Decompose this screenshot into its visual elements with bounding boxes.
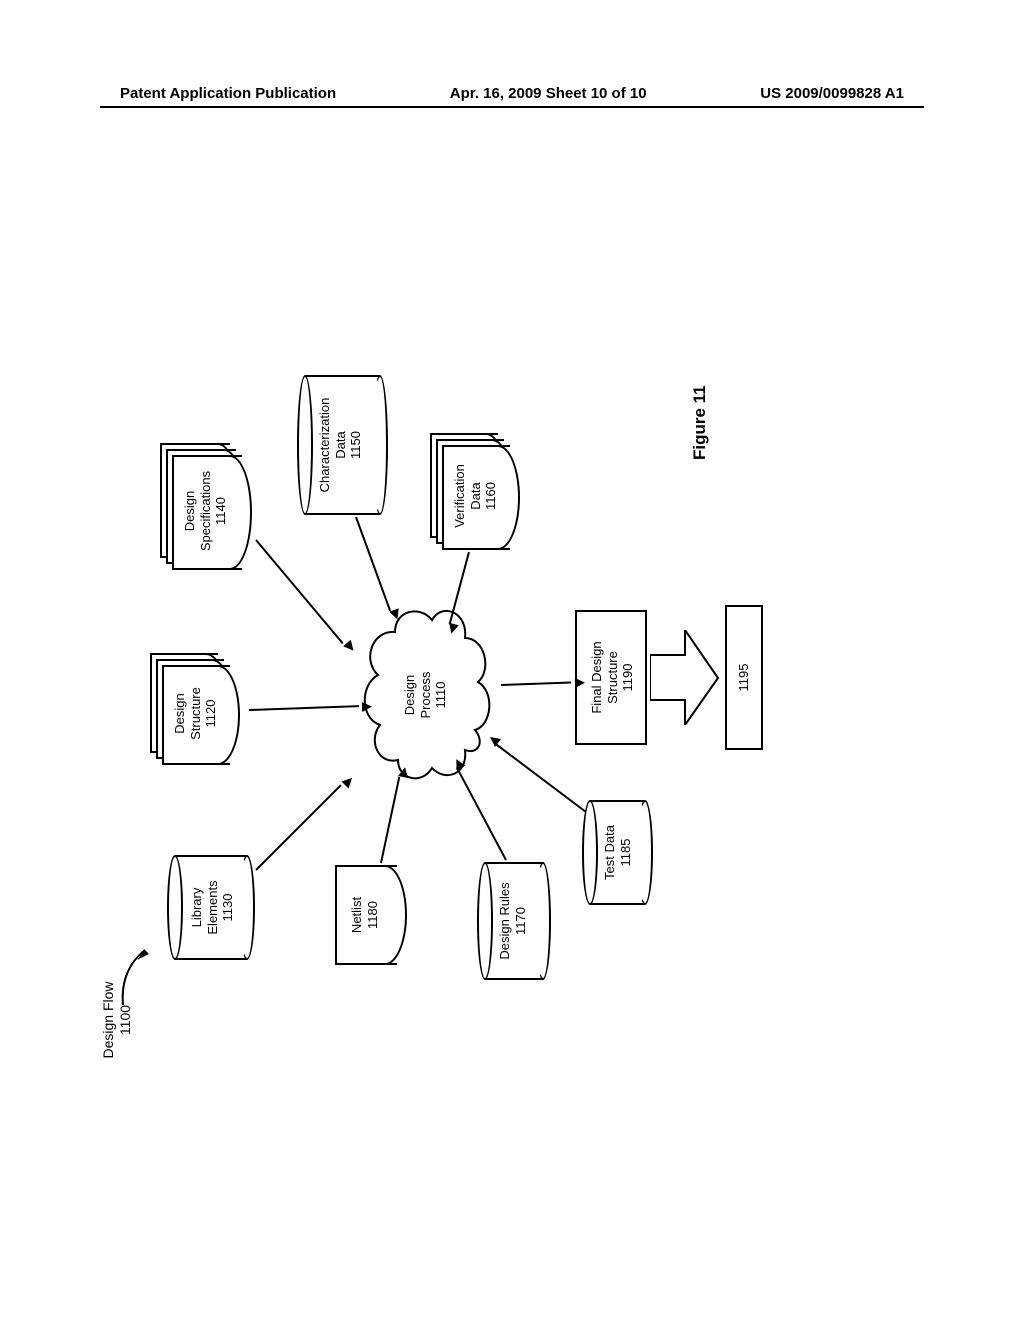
library-elements-node: Library Elements 1130 [175,855,247,960]
rules-line1: Design Rules [497,882,512,959]
arrow-to-final [501,682,571,686]
characterization-data-node: Characterization Data 1150 [305,375,380,515]
arrowhead-to-final [575,678,585,688]
page-header: Patent Application Publication Apr. 16, … [0,85,1024,102]
arrowhead-design-structure [362,702,372,712]
library-line1: Library [189,888,204,928]
final-line1: Final Design [589,641,604,713]
header-rule [100,106,924,108]
design-structure-node: Design Structure 1120 [150,650,228,765]
header-right: US 2009/0099828 A1 [760,85,904,102]
output-label: 1195 [736,664,751,692]
process-line3: 1110 [433,682,448,709]
ver-line2: Data [468,482,483,509]
spec-line1: Design [182,491,197,531]
final-design-structure-node: Final Design Structure 1190 [575,610,647,745]
process-line1: Design [402,675,417,715]
netlist-line2: 1180 [365,901,380,929]
flow-label-arrow [115,930,165,1010]
verification-data-node: Verification Data 1160 [430,430,508,550]
figure-caption-text: Figure 11 [690,385,709,460]
netlist-node: Netlist 1180 [335,865,405,965]
header-center: Apr. 16, 2009 Sheet 10 of 10 [450,85,647,102]
char-line3: 1150 [348,431,363,459]
ds-line2: Structure [188,687,203,740]
figure-caption: Figure 11 [690,385,710,460]
library-line3: 1130 [220,894,235,922]
header-left: Patent Application Publication [120,85,336,102]
test-line1: Test Data [602,825,617,880]
spec-line2: Specifications [198,471,213,551]
spec-line3: 1140 [213,497,228,525]
ds-line1: Design [172,693,187,733]
output-block-arrow [650,630,720,725]
library-line2: Elements [205,880,220,934]
test-line2: 1185 [618,839,633,867]
arrow-library [255,784,341,870]
flow-label-line1: Design Flow [100,981,116,1058]
process-line2: Process [418,672,433,719]
rules-line2: 1170 [513,907,528,935]
ds-line3: 1120 [203,700,218,728]
design-rules-node: Design Rules 1170 [485,862,543,980]
char-line1: Characterization [317,398,332,493]
arrow-test-data [494,742,587,813]
output-node: 1195 [725,605,763,750]
arrow-design-spec [255,539,343,644]
netlist-line1: Netlist [349,897,364,933]
final-line2: Structure [605,651,620,704]
arrow-characterization [355,517,391,612]
ver-line1: Verification [452,464,467,528]
design-flow-diagram: Design Flow 1100 Library Elements 1130 D… [120,260,900,1080]
char-line2: Data [333,431,348,458]
final-line3: 1190 [620,664,635,692]
design-specifications-node: Design Specifications 1140 [160,440,240,570]
test-data-node: Test Data 1185 [590,800,645,905]
design-process-node: Design Process 1110 [350,600,500,790]
arrow-design-structure [249,705,359,711]
ver-line3: 1160 [483,482,498,510]
